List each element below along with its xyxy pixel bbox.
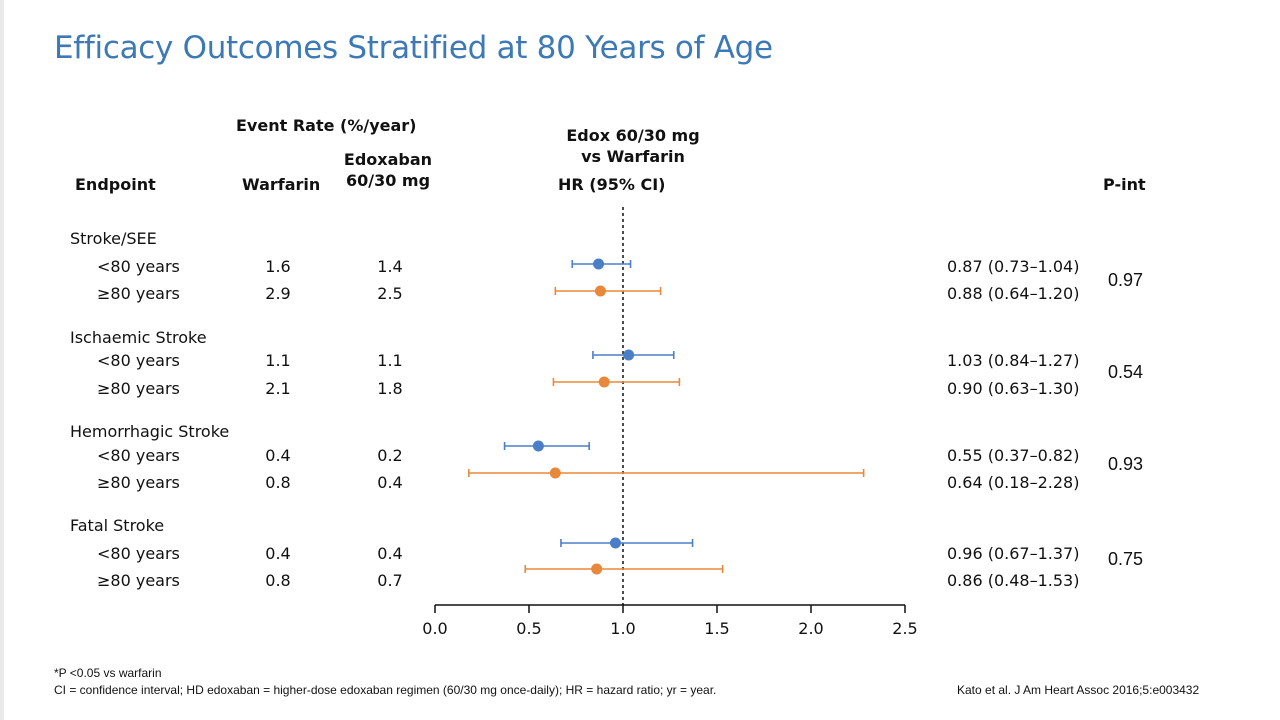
hr-point: [609, 537, 621, 549]
warfarin-rate: 0.4: [265, 544, 291, 563]
hr-ci-value: 1.03 (0.84–1.27): [947, 351, 1080, 370]
citation: Kato et al. J Am Heart Assoc 2016;5:e003…: [957, 683, 1200, 697]
edoxaban-rate: 0.7: [377, 571, 403, 590]
edoxaban-rate: 0.2: [377, 446, 403, 465]
edoxaban-rate: 0.4: [377, 473, 403, 492]
header-endpoint: Endpoint: [75, 175, 156, 194]
row-label: ≥80 years: [97, 571, 180, 590]
x-tick-label: 2.5: [892, 619, 917, 638]
hr-ci-value: 0.87 (0.73–1.04): [947, 257, 1080, 276]
hr-ci-value: 0.64 (0.18–2.28): [947, 473, 1080, 492]
edoxaban-rate: 2.5: [377, 284, 403, 303]
hr-ci-value: 0.88 (0.64–1.20): [947, 284, 1080, 303]
group-label: Ischaemic Stroke: [70, 328, 207, 347]
header-warfarin: Warfarin: [242, 175, 321, 194]
hr-ci-value: 0.55 (0.37–0.82): [947, 446, 1080, 465]
header-edoxaban: Edoxaban 60/30 mg: [340, 150, 436, 190]
edoxaban-rate: 1.1: [377, 351, 403, 370]
header-hr-line2: vs Warfarin: [581, 147, 685, 166]
warfarin-rate: 0.8: [265, 571, 291, 590]
header-event-rate: Event Rate (%/year): [236, 116, 417, 135]
hr-ci-value: 0.96 (0.67–1.37): [947, 544, 1080, 563]
pint-value: 0.97: [1108, 270, 1144, 290]
hr-ci-value: 0.86 (0.48–1.53): [947, 571, 1080, 590]
group-label: Hemorrhagic Stroke: [70, 422, 230, 441]
slide-edge: [0, 0, 4, 720]
x-tick-label: 1.0: [610, 619, 635, 638]
row-label: <80 years: [97, 446, 180, 465]
x-tick-label: 0.5: [516, 619, 541, 638]
pint-value: 0.54: [1108, 362, 1144, 382]
pint-value: 0.75: [1108, 549, 1144, 569]
x-tick-label: 1.5: [704, 619, 729, 638]
hr-point: [598, 376, 610, 388]
row-label: ≥80 years: [97, 379, 180, 398]
hr-ci-value: 0.90 (0.63–1.30): [947, 379, 1080, 398]
hr-point: [549, 467, 561, 479]
row-label: ≥80 years: [97, 284, 180, 303]
edoxaban-rate: 0.4: [377, 544, 403, 563]
warfarin-rate: 1.1: [265, 351, 291, 370]
warfarin-rate: 1.6: [265, 257, 291, 276]
footnote-abbreviations: CI = confidence interval; HD edoxaban = …: [54, 683, 717, 697]
group-label: Stroke/SEE: [70, 229, 157, 248]
hr-point: [623, 349, 635, 361]
hr-point: [594, 285, 606, 297]
warfarin-rate: 2.9: [265, 284, 291, 303]
group-label: Fatal Stroke: [70, 516, 165, 535]
header-hr-ci: HR (95% CI): [558, 175, 666, 194]
row-label: ≥80 years: [97, 473, 180, 492]
row-label: <80 years: [97, 544, 180, 563]
warfarin-rate: 0.8: [265, 473, 291, 492]
header-edoxaban-line2: 60/30 mg: [345, 171, 431, 190]
header-hr-line1: Edox 60/30 mg: [566, 126, 700, 145]
row-label: <80 years: [97, 351, 180, 370]
footnote-significance: *P <0.05 vs warfarin: [54, 666, 162, 680]
edoxaban-rate: 1.8: [377, 379, 403, 398]
header-edoxaban-line1: Edoxaban: [343, 150, 433, 169]
hr-point: [532, 440, 544, 452]
header-hr: Edox 60/30 mg vs Warfarin: [548, 126, 718, 166]
page-title: Efficacy Outcomes Stratified at 80 Years…: [54, 30, 773, 66]
warfarin-rate: 2.1: [265, 379, 291, 398]
hr-point: [591, 563, 603, 575]
edoxaban-rate: 1.4: [377, 257, 403, 276]
hr-point: [593, 258, 605, 270]
x-tick-label: 2.0: [798, 619, 823, 638]
x-tick-label: 0.0: [422, 619, 447, 638]
header-pint: P-int: [1103, 175, 1146, 194]
warfarin-rate: 0.4: [265, 446, 291, 465]
row-label: <80 years: [97, 257, 180, 276]
pint-value: 0.93: [1108, 454, 1144, 474]
